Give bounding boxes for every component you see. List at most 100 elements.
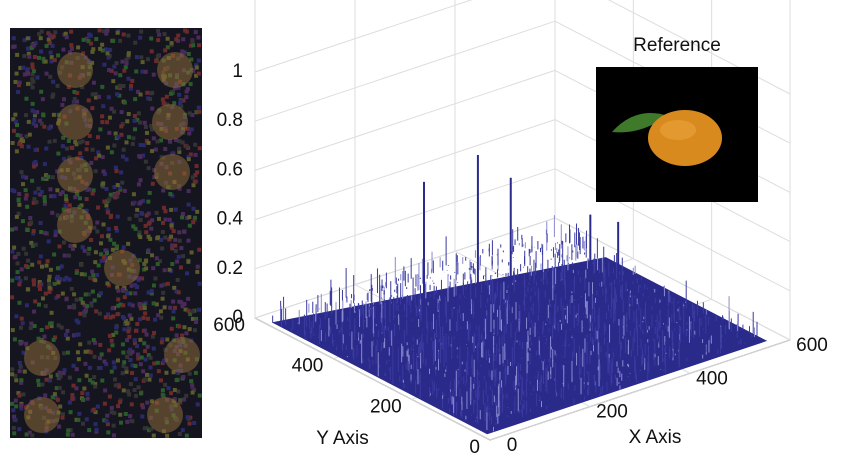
noise-pixel bbox=[185, 126, 190, 131]
noise-pixel bbox=[138, 217, 143, 222]
noise-pixel bbox=[159, 237, 164, 242]
noise-pixel bbox=[178, 99, 183, 104]
noise-pixel bbox=[122, 188, 127, 193]
noise-pixel bbox=[43, 59, 48, 64]
noise-pixel bbox=[176, 85, 181, 90]
noise-pixel bbox=[105, 281, 110, 286]
noise-pixel bbox=[93, 384, 98, 389]
noise-pixel bbox=[107, 394, 112, 399]
noise-pixel bbox=[127, 334, 132, 339]
noise-pixel bbox=[36, 382, 41, 387]
noise-pixel bbox=[190, 390, 195, 395]
noise-pixel bbox=[136, 385, 141, 390]
noise-pixel bbox=[196, 35, 201, 40]
noise-pixel bbox=[29, 220, 34, 225]
noise-pixel bbox=[161, 101, 166, 106]
noise-pixel bbox=[109, 338, 114, 343]
noise-pixel bbox=[39, 121, 44, 126]
noise-pixel bbox=[189, 127, 194, 132]
noise-pixel bbox=[105, 208, 110, 213]
noise-pixel bbox=[172, 387, 177, 392]
noise-pixel bbox=[197, 307, 202, 312]
noise-pixel bbox=[34, 123, 39, 128]
noise-pixel bbox=[100, 114, 105, 119]
noise-pixel bbox=[115, 194, 120, 199]
noise-pixel bbox=[137, 230, 142, 235]
noise-pixel bbox=[160, 337, 165, 342]
noise-pixel bbox=[185, 415, 190, 420]
noise-pixel bbox=[99, 234, 104, 239]
noise-pixel bbox=[51, 337, 56, 342]
noise-pixel bbox=[146, 166, 151, 171]
noise-pixel bbox=[30, 72, 35, 77]
noisy-fruit bbox=[57, 157, 93, 193]
noise-pixel bbox=[10, 372, 15, 377]
noise-pixel bbox=[135, 344, 140, 349]
noise-pixel bbox=[184, 144, 189, 149]
noise-pixel bbox=[60, 415, 65, 420]
noise-pixel bbox=[117, 93, 122, 98]
noise-pixel bbox=[92, 354, 97, 359]
noise-pixel bbox=[35, 110, 40, 115]
noise-pixel bbox=[112, 143, 117, 148]
noise-pixel bbox=[112, 377, 117, 382]
noise-pixel bbox=[55, 397, 60, 402]
noise-pixel bbox=[186, 189, 191, 194]
noise-pixel bbox=[47, 281, 52, 286]
noise-pixel bbox=[96, 94, 101, 99]
noise-pixel bbox=[37, 280, 42, 285]
noise-pixel bbox=[32, 309, 37, 314]
noise-pixel bbox=[177, 324, 182, 329]
noise-pixel bbox=[149, 124, 154, 129]
noise-pixel bbox=[177, 238, 182, 243]
noise-pixel bbox=[79, 262, 84, 267]
noise-pixel bbox=[65, 432, 70, 437]
noise-pixel bbox=[181, 254, 186, 259]
noisy-fruit bbox=[57, 104, 93, 140]
noise-pixel bbox=[72, 243, 77, 248]
noise-pixel bbox=[150, 218, 155, 223]
noise-pixel bbox=[110, 193, 115, 198]
noise-pixel bbox=[193, 30, 198, 35]
noise-pixel bbox=[80, 85, 85, 90]
noise-pixel bbox=[36, 186, 41, 191]
noise-pixel bbox=[90, 106, 95, 111]
noise-pixel bbox=[170, 193, 175, 198]
noise-pixel bbox=[107, 130, 112, 135]
noise-pixel bbox=[70, 145, 75, 150]
noise-pixel bbox=[49, 324, 54, 329]
noise-pixel bbox=[93, 95, 98, 100]
noise-pixel bbox=[158, 309, 163, 314]
noise-pixel bbox=[52, 392, 57, 397]
noise-pixel bbox=[99, 241, 104, 246]
noise-pixel bbox=[41, 176, 46, 181]
noise-pixel bbox=[74, 192, 79, 197]
noise-pixel bbox=[30, 178, 35, 183]
noise-pixel bbox=[184, 433, 189, 438]
noise-pixel bbox=[146, 290, 151, 295]
noise-pixel bbox=[142, 303, 147, 308]
noise-pixel bbox=[140, 403, 145, 408]
noise-pixel bbox=[73, 140, 78, 145]
noise-pixel bbox=[152, 361, 157, 366]
noise-pixel bbox=[168, 139, 173, 144]
noise-pixel bbox=[83, 361, 88, 366]
noise-pixel bbox=[21, 350, 26, 355]
noise-pixel bbox=[31, 231, 36, 236]
noise-pixel bbox=[91, 407, 96, 412]
noise-pixel bbox=[124, 289, 129, 294]
noise-pixel bbox=[149, 36, 154, 41]
noise-pixel bbox=[108, 237, 113, 242]
noise-pixel bbox=[97, 311, 102, 316]
noise-pixel bbox=[30, 108, 35, 113]
noise-pixel bbox=[185, 271, 190, 276]
noise-pixel bbox=[176, 290, 181, 295]
noisy-fruit bbox=[154, 154, 190, 190]
noise-pixel bbox=[117, 400, 122, 405]
noise-pixel bbox=[61, 371, 66, 376]
noise-pixel bbox=[172, 285, 177, 290]
grid-line bbox=[254, 69, 556, 171]
noise-pixel bbox=[95, 273, 100, 278]
noise-pixel bbox=[48, 187, 53, 192]
noise-pixel bbox=[165, 433, 170, 438]
